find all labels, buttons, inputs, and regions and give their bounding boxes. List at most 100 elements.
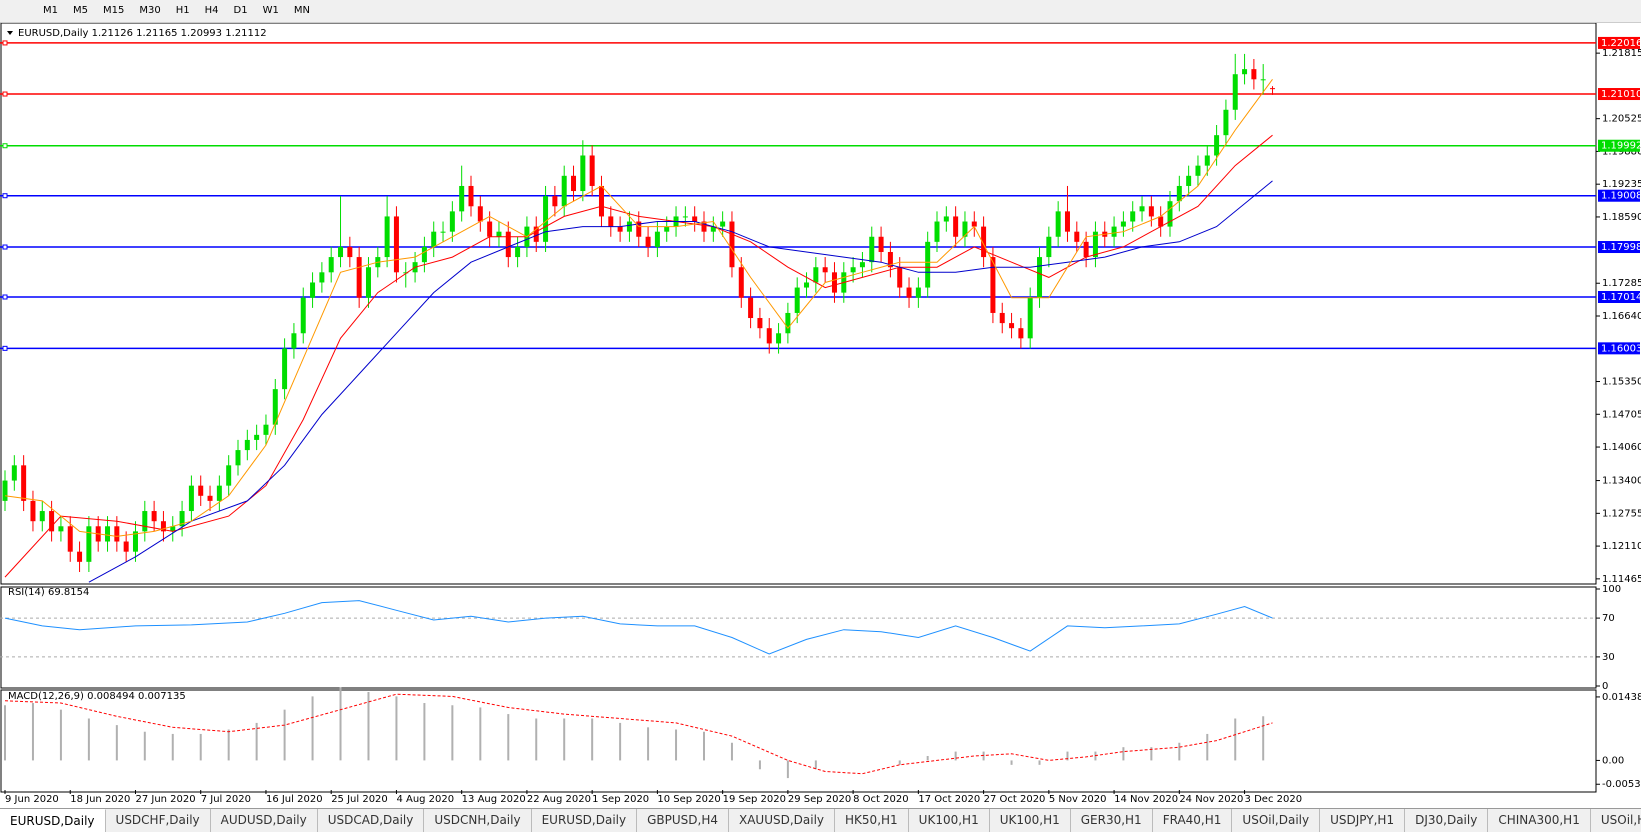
candle-body xyxy=(1242,69,1248,75)
chart-tab[interactable]: AUDUSD,Daily xyxy=(211,809,318,832)
y-tick-label: 70 xyxy=(1602,613,1615,624)
chart-tab[interactable]: GER30,H1 xyxy=(1071,809,1153,832)
x-tick-label: 24 Nov 2020 xyxy=(1179,794,1243,805)
candle-body xyxy=(1223,109,1229,136)
level-label-bg xyxy=(1598,189,1640,202)
candle-body xyxy=(580,155,586,192)
title-arrow xyxy=(7,31,13,35)
timeframe-button[interactable]: M30 xyxy=(139,5,161,16)
candle-body xyxy=(1176,185,1182,202)
x-tick-label: 19 Sep 2020 xyxy=(723,794,786,805)
candle-body xyxy=(272,389,278,425)
y-tick-label: 30 xyxy=(1602,652,1615,663)
candle-body xyxy=(254,434,260,440)
candle-body xyxy=(962,221,968,237)
candle-body xyxy=(226,465,232,486)
chart-tab[interactable]: GBPUSD,H4 xyxy=(637,809,729,832)
timeframe-button[interactable]: MN xyxy=(293,5,310,16)
candle-body xyxy=(608,216,614,227)
candle-body xyxy=(496,231,502,237)
candle-body xyxy=(263,424,269,435)
chart-title: EURUSD,Daily 1.21126 1.21165 1.20993 1.2… xyxy=(18,28,267,39)
candle-body xyxy=(869,236,875,263)
chart-tab[interactable]: USOil,Daily xyxy=(1232,809,1321,832)
candle-body xyxy=(11,465,17,481)
x-tick-label: 9 Jun 2020 xyxy=(5,794,59,805)
chart-tab[interactable]: XAUUSD,Daily xyxy=(729,809,836,832)
candle-body xyxy=(1214,135,1220,156)
candle-body xyxy=(934,221,940,242)
candle-body xyxy=(822,267,828,273)
timeframe-button[interactable]: M1 xyxy=(43,5,58,16)
candle-body xyxy=(859,262,865,268)
candle-body xyxy=(720,221,726,227)
candle-body xyxy=(906,287,912,298)
y-tick-label: -0.005396 xyxy=(1602,779,1641,790)
candle-body xyxy=(981,226,987,258)
y-tick-label: 1.14060 xyxy=(1602,442,1641,453)
timeframe-button[interactable]: D1 xyxy=(233,5,248,16)
moving-average xyxy=(88,180,1273,583)
chart-tab[interactable]: EURUSD,Daily xyxy=(0,809,106,832)
candle-body xyxy=(813,267,819,283)
candle-body xyxy=(804,282,810,288)
timeframe-button[interactable]: M5 xyxy=(73,5,88,16)
candle-body xyxy=(393,216,399,273)
level-marker xyxy=(2,40,8,46)
y-tick-label: 1.19235 xyxy=(1602,179,1641,190)
candle-body xyxy=(477,206,483,222)
chart-tab[interactable]: USDCHF,Daily xyxy=(106,809,211,832)
candle-body xyxy=(338,246,344,258)
candle-body xyxy=(571,175,577,192)
chart-tab[interactable]: USDJPY,H1 xyxy=(1320,809,1406,832)
chart-tab[interactable]: CHINA300,H1 xyxy=(1488,809,1591,832)
timeframe-button[interactable]: H4 xyxy=(204,5,219,16)
candle-body xyxy=(132,531,138,552)
y-tick-label: 1.12110 xyxy=(1602,541,1641,552)
candle-body xyxy=(552,196,558,207)
candle-body xyxy=(282,348,288,390)
chart-tab[interactable]: USDCNH,Daily xyxy=(424,809,532,832)
candle-body xyxy=(729,221,735,268)
candle-body xyxy=(235,450,241,466)
candle-body xyxy=(776,333,782,344)
y-tick-label: 1.11465 xyxy=(1602,574,1641,585)
candle-body xyxy=(356,257,362,298)
chart-tab[interactable]: USDCAD,Daily xyxy=(318,809,425,832)
candle-body xyxy=(1251,69,1257,80)
candle-body xyxy=(1120,221,1126,227)
y-tick-label: 1.12755 xyxy=(1602,508,1641,519)
y-tick-label: 1.19880 xyxy=(1602,146,1641,157)
level-label: 1.17998 xyxy=(1601,242,1641,253)
candle-body xyxy=(561,175,567,207)
candle-body xyxy=(188,485,194,512)
candle-body xyxy=(1046,236,1052,258)
candle-body xyxy=(114,526,120,542)
chart-tab[interactable]: USOil,H xyxy=(1591,809,1641,832)
chart-tab[interactable]: DJ30,Daily xyxy=(1405,809,1489,832)
candle-body xyxy=(310,282,316,298)
chart-tab[interactable]: UK100,H1 xyxy=(990,809,1071,832)
timeframe-button[interactable]: H1 xyxy=(175,5,190,16)
candle-body xyxy=(1167,201,1173,227)
candle-body xyxy=(86,526,92,562)
candle-body xyxy=(449,211,455,232)
timeframe-button[interactable]: M15 xyxy=(103,5,125,16)
candle-body xyxy=(925,241,931,288)
chart-tab[interactable]: UK100,H1 xyxy=(909,809,990,832)
level-label: 1.22016 xyxy=(1601,38,1641,49)
candle-body xyxy=(636,221,642,237)
candle-body xyxy=(766,328,772,344)
x-tick-label: 1 Sep 2020 xyxy=(592,794,649,805)
x-tick-label: 5 Nov 2020 xyxy=(1049,794,1107,805)
x-tick-label: 13 Aug 2020 xyxy=(462,794,526,805)
chart-tab[interactable]: FRA40,H1 xyxy=(1153,809,1233,832)
level-label-bg xyxy=(1598,88,1640,101)
candle-body xyxy=(440,231,446,233)
chart-tab[interactable]: HK50,H1 xyxy=(835,809,909,832)
timeframe-button[interactable]: W1 xyxy=(262,5,279,16)
x-tick-label: 10 Sep 2020 xyxy=(657,794,720,805)
rsi-line xyxy=(4,600,1273,655)
chart-tab[interactable]: EURUSD,Daily xyxy=(532,809,638,832)
